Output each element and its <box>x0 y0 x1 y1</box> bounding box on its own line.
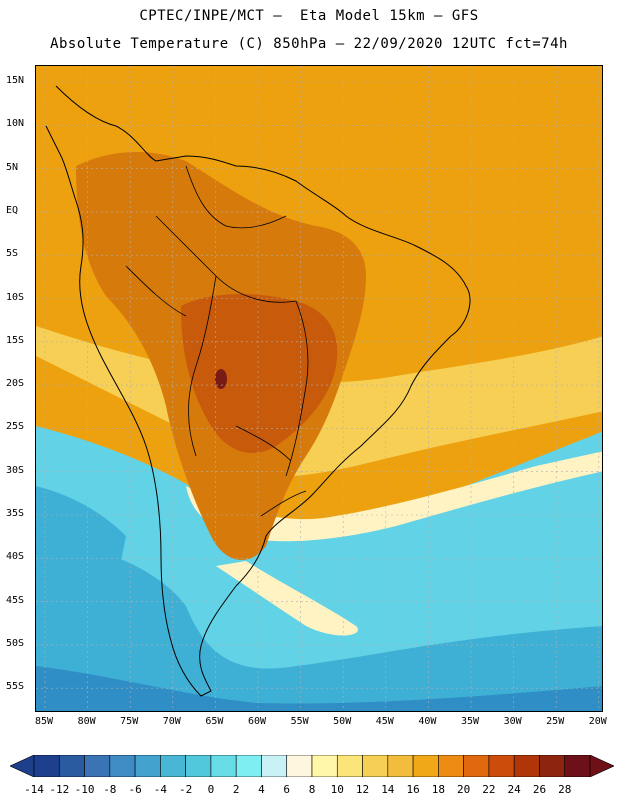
latitude-label: 10S <box>6 291 25 303</box>
colorbar-label: -2 <box>179 783 193 796</box>
pale-band <box>186 451 602 542</box>
hot-core-region <box>181 294 338 454</box>
colorbar-label: 14 <box>381 783 395 796</box>
colorbar-cell <box>362 755 389 777</box>
latitude-label: 15S <box>6 334 25 346</box>
colorbar-cell <box>438 755 464 777</box>
colorbar-label: 6 <box>283 783 291 796</box>
colorbar-label: 28 <box>558 783 572 796</box>
colorbar-cell <box>185 755 212 777</box>
colorbar-label: 0 <box>207 783 215 796</box>
colorbar-label: -10 <box>74 783 95 796</box>
colorbar-cell <box>33 755 60 777</box>
colorbar-label: 18 <box>431 783 445 796</box>
colder-region <box>36 536 602 711</box>
longitude-label: 55W <box>290 716 309 727</box>
longitude-label: 75W <box>120 716 139 727</box>
latitude-label: 25S <box>6 421 25 433</box>
chart-subtitle: Absolute Temperature (C) 850hPa – 22/09/… <box>50 36 568 52</box>
colorbar-label: -12 <box>49 783 70 796</box>
country-borders <box>125 165 309 517</box>
colorbar <box>10 755 614 777</box>
colorbar-cell <box>336 755 363 777</box>
colorbar-cell <box>58 755 85 777</box>
colorbar-label: 12 <box>355 783 370 796</box>
longitude-label: 45W <box>375 716 394 727</box>
latitude-label: 35S <box>6 508 25 519</box>
latitude-label: 20S <box>6 378 25 390</box>
latitude-label: 5N <box>6 161 19 173</box>
colorbar-label: 20 <box>457 783 471 796</box>
coldest-region <box>36 666 602 711</box>
longitude-label: 25W <box>546 716 565 727</box>
colorbar-min-arrow <box>10 755 35 777</box>
coastline <box>45 85 471 697</box>
latitude-label: 15N <box>6 75 25 86</box>
longitude-label: 65W <box>205 716 224 727</box>
colorbar-max-arrow <box>589 755 614 777</box>
colorbar-label: -14 <box>24 783 44 796</box>
colorbar-cell <box>463 755 490 777</box>
colorbar-cell <box>564 755 591 777</box>
latitude-label: 55S <box>6 681 25 693</box>
latitude-label: 5S <box>6 248 19 260</box>
colorbar-cell <box>84 755 111 777</box>
latitude-label: 30S <box>6 464 25 476</box>
colorbar-label: -8 <box>103 783 117 796</box>
longitude-label: 70W <box>162 716 181 727</box>
colorbar-label: -4 <box>153 783 167 796</box>
colorbar-cell <box>261 755 288 777</box>
colorbar-cell <box>210 755 237 777</box>
longitude-label: 80W <box>77 716 96 727</box>
colorbar-cell <box>488 755 515 777</box>
pale-south-region <box>216 561 358 636</box>
colorbar-cell <box>412 755 439 777</box>
colorbar-label: 24 <box>507 783 521 796</box>
colorbar-cell <box>286 755 313 777</box>
colorbar-label: 26 <box>532 783 547 796</box>
colorbar-cell <box>311 755 338 777</box>
longitude-label: 40W <box>418 716 437 727</box>
latitude-label: 50S <box>6 637 25 649</box>
longitude-label: 20W <box>588 716 607 727</box>
longitude-label: 50W <box>333 716 352 727</box>
latitude-label: 40S <box>6 551 25 563</box>
colorbar-cell <box>109 755 136 777</box>
colorbar-label: 8 <box>308 783 316 796</box>
temperature-map <box>35 65 603 712</box>
colorbar-label: -6 <box>128 783 142 796</box>
longitude-label: 60W <box>247 716 267 727</box>
longitude-label: 30W <box>503 716 522 727</box>
colorbar-cell <box>134 755 161 777</box>
latitude-label: EQ <box>6 204 19 216</box>
colorbar-cell <box>539 755 566 777</box>
longitude-label: 35W <box>460 716 480 727</box>
longitude-label: 85W <box>34 716 54 727</box>
southwest-cold-region <box>36 486 126 586</box>
colorbar-cell <box>235 755 262 777</box>
temperature-maximum <box>215 369 227 389</box>
colorbar-label: 22 <box>482 783 496 796</box>
latitude-label: 45S <box>6 594 25 606</box>
colorbar-cell <box>387 755 414 777</box>
colorbar-cell <box>513 755 540 777</box>
colorbar-label: 16 <box>406 783 420 796</box>
chart-title: CPTEC/INPE/MCT – Eta Model 15km – GFS <box>139 8 479 24</box>
colorbar-cell <box>160 755 186 777</box>
latitude-label: 10N <box>6 118 25 130</box>
colorbar-label: 10 <box>330 783 344 796</box>
colorbar-label: 2 <box>232 783 240 796</box>
colorbar-label: 4 <box>258 783 265 796</box>
